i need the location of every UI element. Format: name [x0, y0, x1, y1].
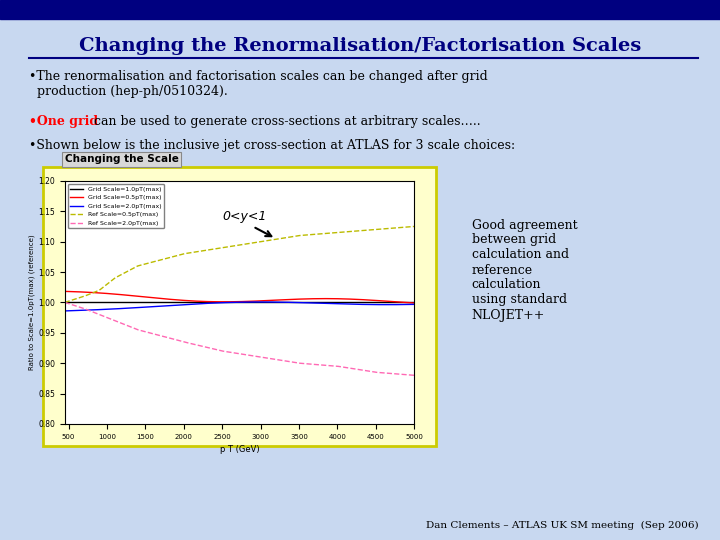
Text: Changing the Renormalisation/Factorisation Scales: Changing the Renormalisation/Factorisati… [79, 37, 641, 55]
Bar [0, 0, 720, 19]
Text: Dan Clements – ATLAS UK SM meeting  (Sep 2006): Dan Clements – ATLAS UK SM meeting (Sep … [426, 521, 698, 530]
Text: can be used to generate cross-sections at arbitrary scales…..: can be used to generate cross-sections a… [90, 115, 481, 128]
FancyBboxPatch shape [43, 167, 436, 446]
Text: •Shown below is the inclusive jet cross-section at ATLAS for 3 scale choices:: •Shown below is the inclusive jet cross-… [29, 139, 515, 152]
Legend: Grid Scale=1.0pT(max), Grid Scale=0.5pT(max), Grid Scale=2.0pT(max), Ref Scale=0: Grid Scale=1.0pT(max), Grid Scale=0.5pT(… [68, 184, 164, 228]
X-axis label: p T (GeV): p T (GeV) [220, 445, 259, 454]
Text: Good agreement
between grid
calculation and
reference
calculation
using standard: Good agreement between grid calculation … [472, 219, 577, 321]
Text: Changing the Scale: Changing the Scale [65, 154, 179, 164]
Text: •The renormalisation and factorisation scales can be changed after grid
  produc: •The renormalisation and factorisation s… [29, 70, 487, 98]
Text: •One grid: •One grid [29, 115, 98, 128]
Y-axis label: Ratio to Scale=1.0pT(max) (reference): Ratio to Scale=1.0pT(max) (reference) [29, 234, 35, 370]
Text: 0<y<1: 0<y<1 [222, 211, 266, 224]
